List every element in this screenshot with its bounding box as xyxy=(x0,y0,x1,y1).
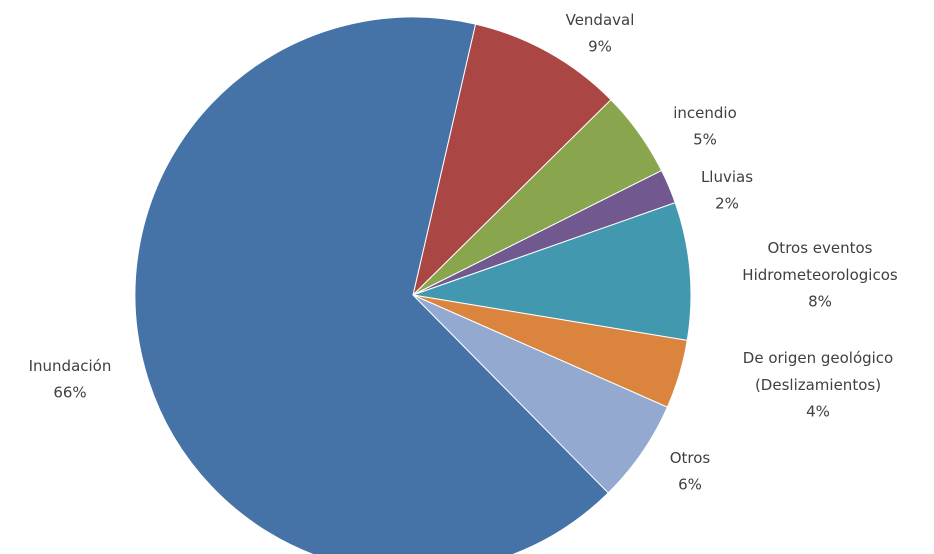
slice-value-label: 5% xyxy=(693,131,717,149)
slice-value-label: 9% xyxy=(588,38,612,56)
slice-label: Lluvias xyxy=(701,168,753,186)
slice-value-label: 8% xyxy=(808,293,832,311)
slice-label: Otros eventos Hidrometeorologicos xyxy=(742,239,898,284)
slice-value-label: 66% xyxy=(53,384,86,402)
slice-label: Vendaval xyxy=(566,11,635,29)
slice-label: De origen geológico (Deslizamientos) xyxy=(743,349,893,394)
slice-value-label: 4% xyxy=(806,403,830,421)
slice-value-label: 2% xyxy=(715,195,739,213)
slice-label: Otros xyxy=(670,449,711,467)
slice-label: Inundación xyxy=(29,357,112,375)
slice-label: incendio xyxy=(673,104,737,122)
slice-value-label: 6% xyxy=(678,476,702,494)
pie-slice xyxy=(412,202,692,341)
pie-slice xyxy=(412,23,612,297)
pie-slice xyxy=(134,16,609,554)
